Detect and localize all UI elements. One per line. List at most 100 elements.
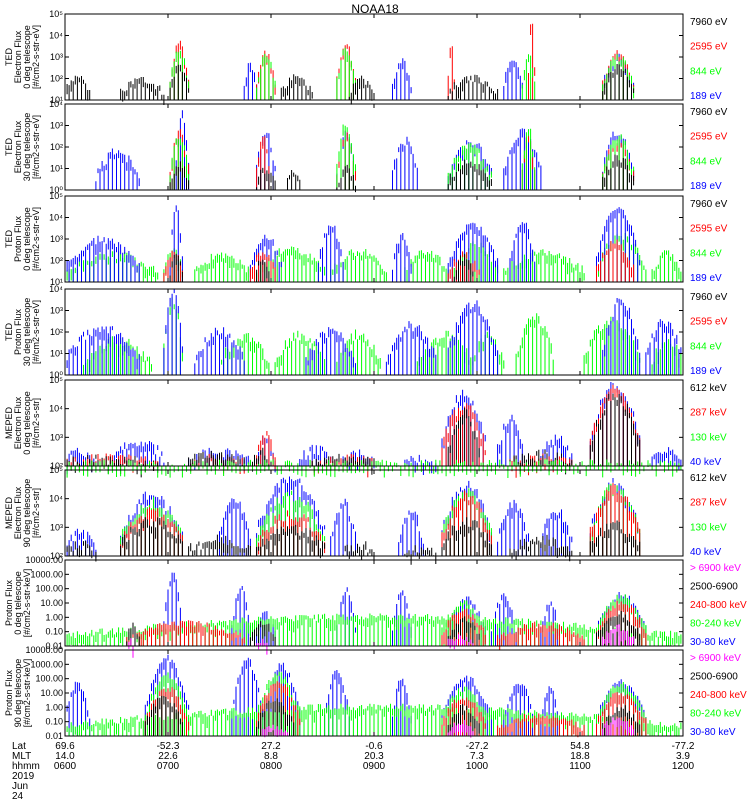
footer-value: -52.3 (156, 741, 180, 752)
burst-1-4 (274, 330, 326, 375)
y-tick-label: 10³ (50, 52, 63, 62)
footer-value: 0700 (156, 761, 180, 772)
y-tick-label: 10000.00 (25, 645, 63, 655)
burst-2-2 (256, 50, 276, 100)
burst-1-2 (163, 248, 183, 282)
burst-3-5 (447, 407, 480, 466)
y-axis-label: 30 deg telescope (22, 298, 32, 367)
series-1 (83, 297, 684, 375)
panel-frame (64, 195, 684, 283)
legend-entry: > 6900 keV (690, 653, 741, 664)
footer-value: 7.3 (470, 751, 484, 762)
legend-entry: 130 keV (690, 432, 727, 443)
burst-1-3 (256, 611, 276, 646)
burst-1-1 (64, 528, 97, 559)
burst-1-3 (219, 498, 251, 556)
footer-value: 69.6 (55, 741, 75, 752)
burst-1-1 (163, 572, 183, 646)
legend-entry: 240-800 keV (690, 690, 747, 701)
legend-entry: 40 keV (690, 457, 721, 468)
series-3 (163, 239, 635, 282)
series-2 (64, 205, 641, 282)
burst-4-4 (596, 611, 641, 646)
legend-entry: 30-80 keV (690, 637, 736, 648)
burst-1-9 (497, 414, 523, 466)
y-tick-label: 0.10 (45, 627, 63, 637)
panel-frame (64, 103, 684, 191)
legend-entry: 7960 eV (690, 17, 728, 28)
y-axis-label: 90 deg telescope (22, 479, 32, 548)
footer-row-label: MLT (12, 751, 32, 762)
legend-entry: 30-80 keV (690, 727, 736, 738)
legend-entry: 2595 eV (690, 224, 728, 235)
footer-value: 14.0 (55, 751, 75, 762)
burst-1-5 (330, 498, 356, 556)
burst-2-8 (645, 319, 684, 375)
burst-1-12 (651, 447, 684, 470)
burst-4-1 (126, 622, 140, 646)
burst-1-2 (163, 297, 183, 375)
burst-4-3 (287, 170, 301, 190)
y-axis-label: Electron Flux (13, 30, 23, 83)
y-tick-label: 10³ (50, 121, 63, 131)
y-axis-label: [#/cm2-s-str-keV] (22, 659, 32, 728)
footer-row-label: hhmm (12, 761, 40, 772)
footer-row-label: Lat (12, 741, 26, 752)
y-tick-label: 10² (50, 327, 63, 337)
series-3 (144, 681, 647, 738)
y-axis-label: Electron Flux (13, 396, 23, 449)
burst-3-2 (256, 53, 276, 100)
footer-value: 8.8 (264, 751, 278, 762)
burst-4-4 (336, 164, 356, 193)
y-tick-label: 10³ (50, 432, 63, 442)
series-5 (262, 717, 635, 738)
burst-5-3 (447, 634, 474, 650)
burst-4-1 (144, 695, 183, 736)
y-tick-label: 10³ (50, 522, 63, 532)
series-4 (169, 154, 635, 193)
burst-2-4 (447, 46, 455, 100)
burst-1-4 (256, 436, 276, 473)
burst-3-3 (336, 47, 356, 100)
y-tick-label: 10¹ (50, 349, 63, 359)
y-axis-label: [#/cm2-s-str-eV] (31, 115, 41, 179)
y-axis-label: Electron Flux (13, 120, 23, 173)
series-3 (169, 124, 635, 190)
legend-entry: 2500-6900 (690, 672, 738, 683)
burst-4-5 (447, 159, 492, 190)
panel-6: 10² 10³ 10⁴ 10⁵ MEPED Electron Flux 90 deg tel… (4, 465, 727, 565)
burst-3-4 (521, 54, 536, 100)
y-axis-label: Proton Flux (4, 579, 14, 626)
legend-entry: 189 eV (690, 91, 722, 102)
y-axis-label: MEPED (4, 407, 14, 440)
y-tick-label: 10³ (50, 306, 63, 316)
series-3 (169, 47, 635, 100)
y-axis-label: Proton Flux (13, 308, 23, 355)
y-tick-label: 10.00 (40, 688, 63, 698)
burst-1-7 (472, 331, 505, 375)
burst-1-10 (651, 250, 684, 282)
footer-value: 0800 (259, 761, 283, 772)
y-axis-label: [#/cm2-s-str-eV] (31, 25, 41, 89)
chart-title: NOAA18 (351, 2, 399, 16)
y-axis-label: Electron Flux (13, 486, 23, 539)
y-tick-label: 10⁰ (49, 185, 63, 195)
legend-entry: 2595 eV (690, 317, 728, 328)
burst-3-4 (596, 239, 635, 282)
legend-entry: 612 keV (690, 383, 727, 394)
y-tick-label: 10000.00 (25, 555, 63, 565)
y-axis-label: [#/cm2-s-str] (31, 488, 41, 538)
burst-1-10 (540, 434, 573, 466)
burst-2-2 (256, 136, 270, 190)
legend-entry: 844 eV (690, 341, 722, 352)
burst-4-6 (602, 154, 635, 190)
burst-2-4 (305, 327, 356, 375)
burst-4-5 (348, 75, 375, 105)
burst-2-1 (169, 40, 190, 100)
burst-1-5 (336, 329, 381, 375)
burst-1-6 (342, 449, 375, 470)
legend-entry: 844 eV (690, 66, 722, 77)
burst-4-4 (256, 524, 326, 559)
legend-entry: > 6900 keV (690, 563, 741, 574)
